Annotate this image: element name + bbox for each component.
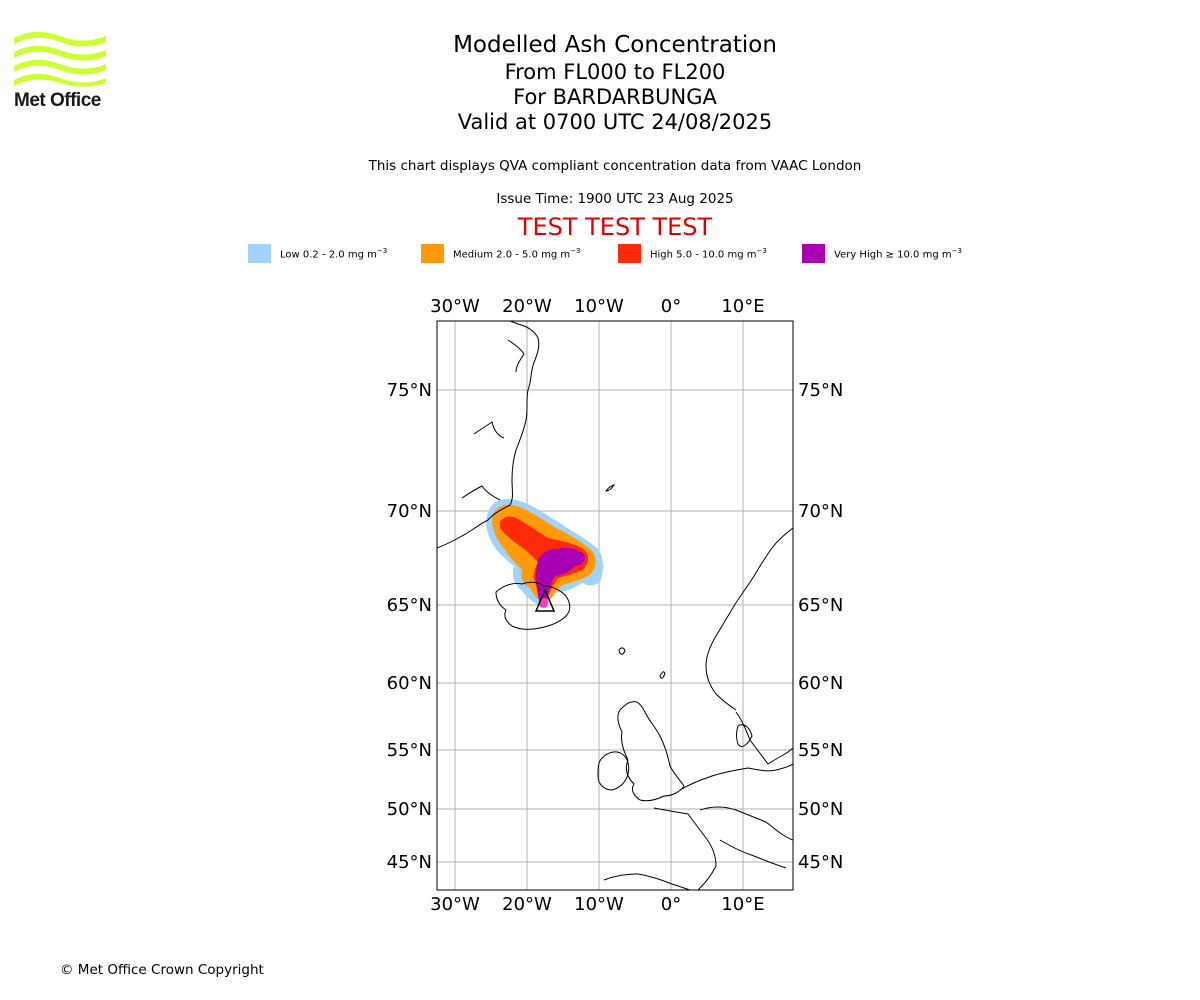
lat-label-right-65n: 65°N [798,595,843,616]
greenland-inlet-3 [507,339,525,373]
lat-label-right-70n: 70°N [798,501,843,522]
flight-level-range: From FL000 to FL200 [504,60,726,84]
lat-label-left-65n: 65°N [387,595,432,616]
issue-time: Issue Time: 1900 UTC 23 Aug 2025 [496,191,734,207]
chart-description: This chart displays QVA compliant concen… [368,158,862,174]
legend-swatch-low [248,244,271,263]
met-office-logo-text: Met Office [14,90,101,111]
graticule [437,321,793,890]
faroe-islands [618,647,626,655]
volcano-marker [534,588,556,612]
volcano-name: For BARDARBUNGA [513,85,717,109]
greenland-inlet-1 [473,421,505,439]
lat-label-left-50n: 50°N [387,799,432,820]
ash-plume-very-high [536,547,585,608]
legend-label-very-high: Very High ≥ 10.0 mg m [834,249,952,261]
lat-labels-left: 75°N 70°N 65°N 60°N 55°N 50°N 45°N [387,380,432,873]
lon-labels-top: 30°W 20°W 10°W 0° 10°E [430,296,764,317]
shetland [659,671,666,679]
lon-labels-bottom: 30°W 20°W 10°W 0° 10°E [430,894,764,915]
greenland-coast [437,321,540,549]
lon-label-bottom-30w: 30°W [430,894,480,915]
met-office-logo: Met Office [14,30,106,112]
lat-label-left-70n: 70°N [387,501,432,522]
france-coast [653,807,717,890]
lat-label-left-60n: 60°N [387,673,432,694]
lon-label-bottom-10e: 10°E [721,894,764,915]
sweden-coast [735,711,793,765]
valid-time: Valid at 0700 UTC 24/08/2025 [457,110,773,134]
greenland-inlet-2 [461,485,501,501]
legend-label-high: High 5.0 - 10.0 mg m [650,249,757,261]
legend-swatch-high [618,244,641,263]
lon-label-top-30w: 30°W [430,296,480,317]
lat-label-right-75n: 75°N [798,380,843,401]
lon-label-top-20w: 20°W [502,296,552,317]
map-frame [436,320,794,891]
ireland-coast [597,751,630,791]
copyright-notice: © Met Office Crown Copyright [60,962,264,978]
great-britain-coast [617,701,685,802]
legend-label-medium: Medium 2.0 - 5.0 mg m [453,249,571,261]
lat-labels-right: 75°N 70°N 65°N 60°N 55°N 50°N 45°N [798,380,843,873]
chart-title: Modelled Ash Concentration [453,32,777,58]
lon-label-top-0: 0° [661,296,681,317]
lon-label-bottom-10w: 10°W [574,894,624,915]
lon-label-bottom-0: 0° [661,894,681,915]
lon-label-bottom-20w: 20°W [502,894,552,915]
european-coast [679,763,793,791]
lat-label-left-45n: 45°N [387,852,432,873]
jan-mayen [605,484,616,492]
coastlines [437,321,793,890]
lat-label-left-75n: 75°N [387,380,432,401]
legend-swatch-very-high [802,244,825,263]
lat-label-left-55n: 55°N [387,740,432,761]
legend-label-low: Low 0.2 - 2.0 mg m [280,249,377,261]
map-area [437,321,793,890]
test-banner: TEST TEST TEST [517,213,713,241]
iceland-coast [495,581,571,630]
lat-label-right-55n: 55°N [798,740,843,761]
norway-coast [705,527,793,711]
lon-label-top-10w: 10°W [574,296,624,317]
met-office-logo-waves [14,31,106,87]
ash-plume-very-high-core [540,598,548,608]
denmark-coast [736,724,753,747]
lon-label-top-10e: 10°E [721,296,764,317]
lat-label-right-60n: 60°N [798,673,843,694]
chart-titles: Modelled Ash Concentration From FL000 to… [315,30,915,135]
lat-label-right-45n: 45°N [798,852,843,873]
iberia-coast [603,873,691,890]
legend-swatch-medium [421,244,444,263]
country-borders [699,806,793,869]
lat-label-right-50n: 50°N [798,799,843,820]
